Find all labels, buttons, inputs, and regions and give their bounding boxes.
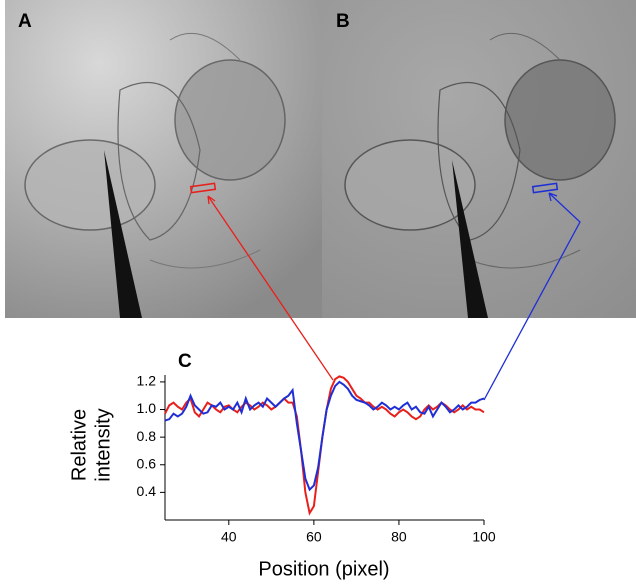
plot: 40 60 80 100 0.4 0.6 0.8 1.0 1.2 bbox=[137, 373, 496, 545]
panel-label: B bbox=[336, 11, 350, 32]
data-line bbox=[164, 375, 485, 516]
x-axis-title: Position (pixel) bbox=[258, 558, 389, 580]
y-tick-label: 1.2 bbox=[137, 373, 157, 389]
y-axis-title: Relative bbox=[68, 409, 90, 481]
y-tick-label: 0.8 bbox=[137, 428, 157, 444]
y-tick-label: 0.6 bbox=[137, 455, 157, 471]
data-line bbox=[164, 380, 485, 492]
connectors bbox=[207, 192, 581, 401]
y-tick-label: 1.0 bbox=[137, 400, 157, 416]
x-tick-label: 40 bbox=[221, 529, 237, 545]
y-tick-label: 0.4 bbox=[137, 483, 157, 499]
x-tick-label: 80 bbox=[391, 529, 407, 545]
image-a bbox=[5, 0, 322, 318]
panel-label: A bbox=[18, 11, 32, 32]
x-tick-label: 60 bbox=[306, 529, 322, 545]
image-b bbox=[322, 0, 636, 318]
x-tick-label: 100 bbox=[472, 529, 496, 545]
panel-label: C bbox=[178, 351, 192, 372]
y-axis-title: intensity bbox=[92, 408, 114, 481]
